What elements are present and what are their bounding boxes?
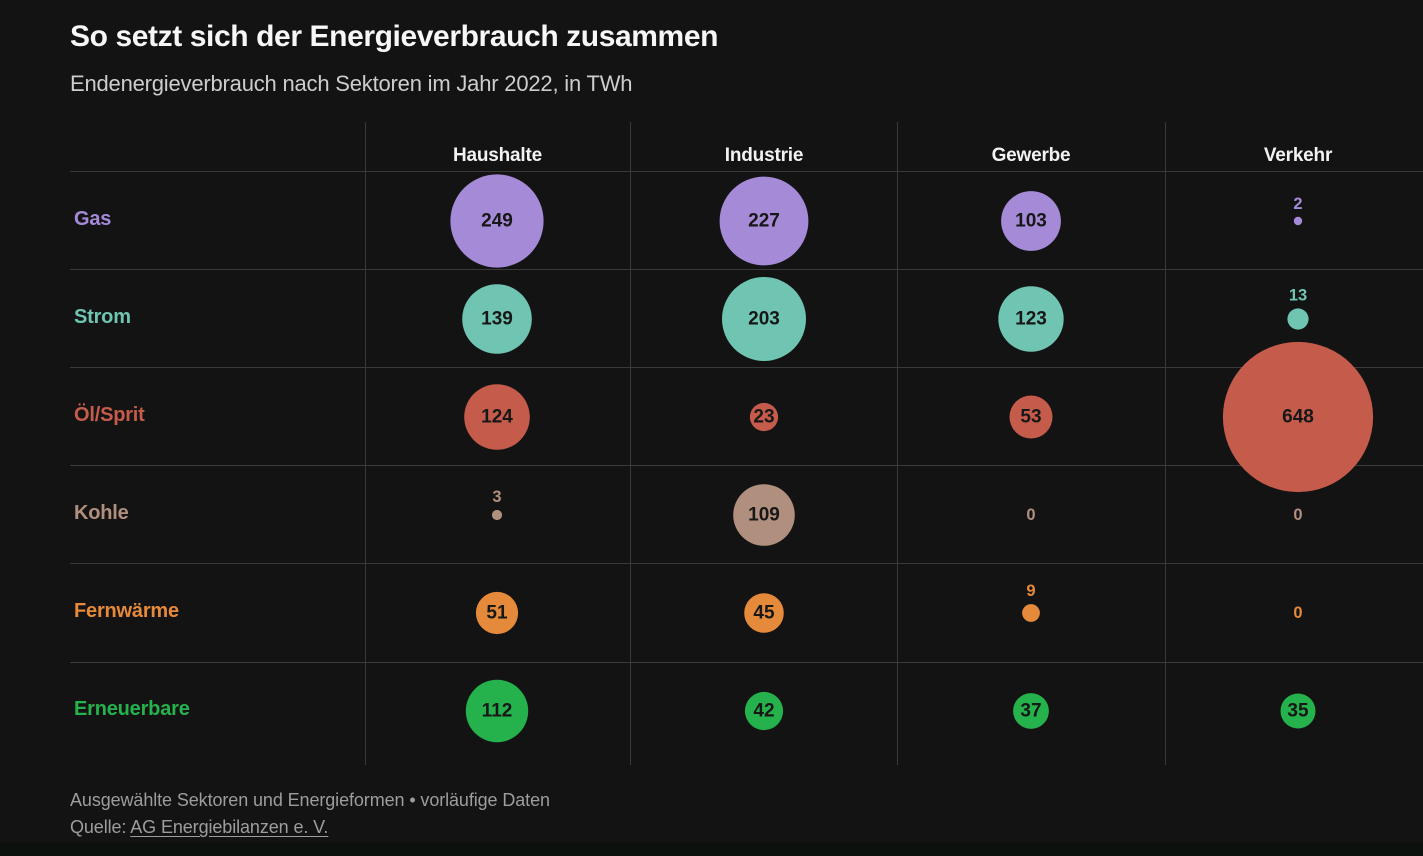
bubble-circle: [1222, 341, 1374, 493]
bubble-value: 123: [1015, 309, 1047, 330]
bubble-oel-sprit-industrie: 23: [749, 402, 779, 432]
row-label-erneuerbare: Erneuerbare: [74, 698, 190, 720]
bubble-value: 45: [753, 603, 775, 624]
bubble-gas-verkehr: 2: [1293, 195, 1303, 226]
bubble-erneuerbare-industrie: 42: [744, 691, 784, 731]
bubble-value: 139: [481, 309, 513, 330]
row-label-kohle: Kohle: [74, 502, 129, 524]
bubble-circle: [749, 402, 779, 432]
bubble-value: 53: [1020, 407, 1041, 428]
bubble-value: 203: [748, 309, 780, 330]
bubble-circle: [462, 284, 532, 354]
bubble-value: 3: [492, 488, 501, 506]
bottom-strip: [0, 843, 1423, 856]
bubble-strom-verkehr: 13: [1287, 286, 1309, 330]
bubble-kohle-haushalte: 3: [491, 488, 503, 521]
column-header-industrie: Industrie: [724, 145, 804, 166]
bubble-value-zero: 0: [1293, 604, 1302, 622]
chart-subtitle: Endenergieverbrauch nach Sektoren im Jah…: [70, 71, 633, 96]
bubble-circle: [1013, 693, 1049, 729]
bubble-circle: [1022, 604, 1040, 622]
bubble-gas-gewerbe: 103: [1001, 191, 1061, 251]
bubble-erneuerbare-gewerbe: 37: [1013, 693, 1049, 729]
bubble-circle: [464, 384, 530, 450]
chart-source: Quelle: AG Energiebilanzen e. V.: [70, 817, 328, 838]
grid-line-horizontal: [70, 269, 1423, 270]
grid-line-horizontal: [70, 465, 1423, 466]
bubble-value: 9: [1026, 582, 1035, 600]
bubble-circle: [744, 691, 784, 731]
grid-line-vertical: [897, 122, 898, 765]
bubble-kohle-verkehr: 0: [1293, 506, 1302, 524]
bubble-circle: [1280, 693, 1316, 729]
grid-line-vertical: [630, 122, 631, 765]
row-label-strom: Strom: [74, 306, 131, 328]
row-label-oel-sprit: Öl/Sprit: [74, 404, 145, 426]
bubble-strom-haushalte: 139: [462, 284, 532, 354]
bubble-erneuerbare-verkehr: 35: [1280, 693, 1316, 729]
bubble-circle: [744, 593, 784, 633]
bubble-strom-industrie: 203: [722, 277, 806, 361]
column-header-verkehr: Verkehr: [1263, 145, 1333, 166]
bubble-circle: [1293, 216, 1303, 226]
grid-line-vertical: [365, 122, 366, 765]
bubble-value: 103: [1015, 211, 1047, 232]
bubble-kohle-gewerbe: 0: [1026, 506, 1035, 524]
grid-line-vertical: [1165, 122, 1166, 765]
bubble-value-zero: 0: [1026, 506, 1035, 524]
bubble-value: 124: [481, 407, 513, 428]
bubble-fernwaerme-gewerbe: 9: [1022, 582, 1040, 622]
bubble-value: 109: [748, 505, 780, 526]
bubble-circle: [450, 174, 544, 268]
bubble-fernwaerme-verkehr: 0: [1293, 604, 1302, 622]
source-prefix: Quelle:: [70, 817, 131, 837]
bubble-circle: [1001, 191, 1061, 251]
bubble-value: 648: [1282, 407, 1314, 428]
bubble-oel-sprit-gewerbe: 53: [1009, 395, 1053, 439]
bubble-circle: [1287, 308, 1309, 330]
column-header-haushalte: Haushalte: [452, 145, 542, 166]
bubble-circle: [1009, 395, 1053, 439]
bubble-circle: [733, 484, 795, 546]
grid-line-horizontal: [70, 171, 1423, 172]
bubble-circle: [465, 679, 529, 743]
bubble-circle: [998, 286, 1064, 352]
grid-line-horizontal: [70, 367, 1423, 368]
bubble-circle: [722, 277, 806, 361]
column-header-gewerbe: Gewerbe: [991, 145, 1071, 166]
bubble-value: 249: [481, 211, 513, 232]
bubble-gas-industrie: 227: [719, 176, 809, 266]
row-label-gas: Gas: [74, 208, 112, 230]
bubble-oel-sprit-haushalte: 124: [464, 384, 530, 450]
bubble-value: 35: [1287, 701, 1309, 722]
bubble-gas-haushalte: 249: [450, 174, 544, 268]
chart-note: Ausgewählte Sektoren und Energieformen •…: [70, 790, 550, 810]
bubble-circle: [475, 591, 519, 635]
grid-line-horizontal: [70, 563, 1423, 564]
bubble-kohle-industrie: 109: [733, 484, 795, 546]
bubble-circle: [719, 176, 809, 266]
row-label-fernwaerme: Fernwärme: [74, 600, 179, 622]
bubble-value: 13: [1289, 286, 1307, 304]
bubble-value: 112: [482, 701, 513, 722]
bubble-value: 37: [1020, 701, 1041, 722]
bubble-circle: [491, 509, 503, 521]
bubble-strom-gewerbe: 123: [998, 286, 1064, 352]
bubble-value: 51: [486, 603, 508, 624]
bubble-value: 23: [753, 407, 774, 428]
source-link[interactable]: AG Energiebilanzen e. V.: [130, 817, 329, 837]
chart-title: So setzt sich der Energieverbrauch zusam…: [70, 20, 719, 53]
bubble-fernwaerme-industrie: 45: [744, 593, 784, 633]
grid-line-horizontal: [70, 662, 1423, 663]
bubble-value: 2: [1293, 195, 1302, 213]
bubble-oel-sprit-verkehr: 648: [1222, 341, 1374, 493]
bubble-fernwaerme-haushalte: 51: [475, 591, 519, 635]
bubble-value: 42: [753, 701, 774, 722]
bubble-erneuerbare-haushalte: 112: [465, 679, 529, 743]
bubble-value-zero: 0: [1293, 506, 1302, 524]
bubble-value: 227: [748, 211, 780, 232]
